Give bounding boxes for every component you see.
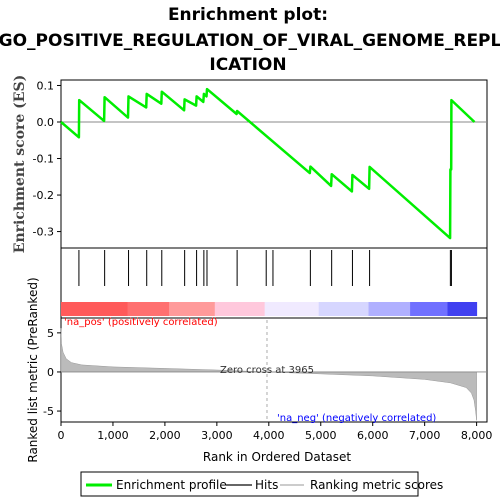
rank-y-tick-label: -5 <box>43 405 54 418</box>
es-y-tick-label: 0.1 <box>37 79 55 92</box>
title-line-3: ICATION <box>209 55 286 75</box>
rank-color-segment <box>368 302 411 316</box>
x-tick-label: 5,000 <box>305 429 337 442</box>
x-axis-label: Rank in Ordered Dataset <box>203 450 351 464</box>
es-y-tick-label: -0.2 <box>33 189 54 202</box>
es-panel-frame <box>60 79 488 249</box>
rank-color-segment <box>61 302 128 316</box>
zero-cross-label: Zero cross at 3965 <box>220 365 314 376</box>
pos-correlated-label: 'na_pos' (positively correlated) <box>64 317 218 328</box>
legend: Enrichment profile Hits Ranking metric s… <box>80 471 443 497</box>
rank-color-segment <box>127 302 170 316</box>
x-tick-label: 1,000 <box>97 429 129 442</box>
es-y-tick-label: 0.0 <box>37 116 55 129</box>
legend-enrichment-label: Enrichment profile <box>116 478 227 492</box>
rank-color-segment <box>214 302 266 316</box>
x-tick-label: 0 <box>58 429 65 442</box>
neg-correlated-label: 'na_neg' (negatively correlated) <box>277 413 436 424</box>
rank-y-tick-label: 5 <box>47 327 54 340</box>
es-y-tick-label: -0.3 <box>33 226 54 239</box>
rank-color-segment <box>169 302 216 316</box>
x-axis: 0 1,000 2,000 3,000 4,000 5,000 6,000 7,000 8,00… <box>58 422 493 442</box>
es-panel: 0.1 0.0 -0.1 -0.2 -0.3 <box>33 79 487 240</box>
x-tick-label: 7,000 <box>409 429 441 442</box>
x-tick-label: 8,000 <box>461 429 493 442</box>
enrichment-profile-line <box>60 87 476 240</box>
x-tick-label: 3,000 <box>201 429 233 442</box>
rank-color-segment <box>447 302 478 316</box>
rank-panel: 5 0 -5 Zero cross at 3965 'na_pos' (positive… <box>43 317 487 424</box>
legend-hits-label: Hits <box>255 478 278 492</box>
x-tick-label: 2,000 <box>149 429 181 442</box>
rank-y-tick-label: 0 <box>47 366 54 379</box>
title-line-1: Enrichment plot: <box>168 5 328 25</box>
es-y-tick-label: -0.1 <box>33 153 54 166</box>
rank-color-segment <box>264 302 320 316</box>
rank-axis-label: Ranked list metric (PreRanked) <box>26 277 40 462</box>
es-axis-label: Enrichment score (ES) <box>12 75 28 253</box>
rank-color-segment <box>318 302 370 316</box>
ranking-metric-area <box>60 328 477 421</box>
rank-color-segment <box>410 302 449 316</box>
legend-ranking-label: Ranking metric scores <box>310 478 443 492</box>
x-tick-label: 6,000 <box>357 429 389 442</box>
title-line-2: GO_POSITIVE_REGULATION_OF_VIRAL_GENOME_R… <box>0 31 500 51</box>
x-tick-label: 4,000 <box>253 429 285 442</box>
hits-panel <box>61 250 478 316</box>
